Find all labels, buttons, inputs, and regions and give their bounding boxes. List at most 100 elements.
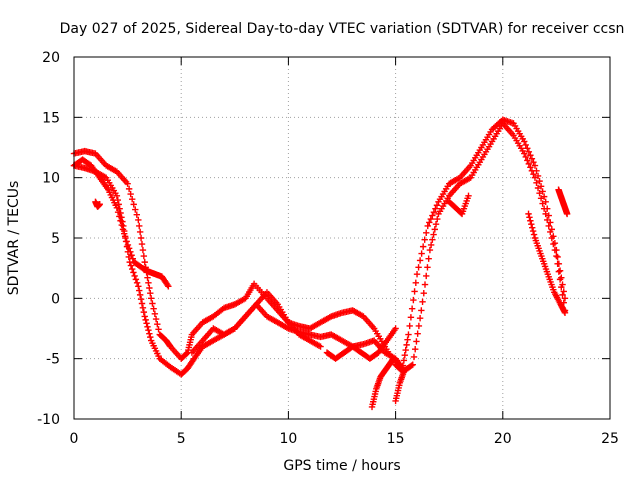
- data-point: [407, 314, 415, 321]
- data-point: [138, 300, 146, 307]
- data-point: [403, 341, 410, 349]
- data-point: [561, 309, 569, 317]
- data-point: [419, 243, 427, 250]
- data-point: [537, 195, 545, 202]
- data-point: [536, 189, 543, 197]
- y-tick-label-4: 10: [42, 171, 60, 187]
- data-point: [127, 248, 134, 255]
- data-point: [524, 145, 531, 152]
- tick-label-layer: 0 5 10 15 20 25 -10 -5 0 5 10 15 20: [37, 50, 619, 447]
- data-point: [560, 288, 567, 295]
- data-point: [527, 217, 534, 224]
- data-point: [125, 245, 133, 252]
- grid-layer: [74, 57, 610, 419]
- data-point: [421, 281, 429, 288]
- data-point: [141, 258, 148, 266]
- data-point: [137, 234, 145, 242]
- data-point: [528, 155, 536, 162]
- data-point: [521, 150, 528, 157]
- data-point: [404, 336, 411, 343]
- data-point: [420, 289, 427, 297]
- x-tick-label-3: 15: [387, 431, 405, 447]
- data-point: [127, 262, 135, 269]
- data-point: [429, 212, 436, 219]
- data-point: [424, 222, 431, 230]
- data-point: [145, 327, 152, 334]
- data-point: [430, 208, 438, 216]
- data-point: [128, 252, 135, 259]
- data-point: [130, 201, 137, 208]
- data-point: [147, 289, 154, 297]
- data-point: [142, 316, 149, 324]
- data-point: [415, 322, 423, 330]
- data-point: [165, 283, 172, 290]
- data-point: [133, 211, 140, 218]
- data-point: [412, 345, 419, 353]
- series-track-c: [70, 156, 172, 290]
- data-point: [128, 265, 136, 273]
- y-tick-label-5: 15: [42, 110, 60, 126]
- series-track-e: [323, 325, 399, 362]
- data-point: [527, 152, 534, 159]
- data-point: [551, 239, 559, 247]
- data-point: [426, 219, 433, 226]
- data-layer: [70, 116, 571, 411]
- data-point: [556, 276, 564, 283]
- data-point: [559, 291, 566, 299]
- data-point: [136, 228, 144, 236]
- data-point: [113, 192, 121, 199]
- data-point: [529, 224, 536, 231]
- data-point: [433, 202, 441, 209]
- data-point: [135, 216, 142, 224]
- data-point: [527, 164, 534, 171]
- data-point: [128, 196, 136, 203]
- y-tick-label-1: -5: [46, 352, 60, 368]
- data-point: [424, 264, 431, 271]
- data-point: [114, 208, 122, 216]
- data-point: [143, 320, 150, 327]
- data-point: [317, 343, 324, 350]
- data-point: [123, 238, 130, 245]
- data-point: [113, 204, 121, 212]
- y-tick-label-3: 5: [51, 231, 60, 247]
- data-point: [405, 331, 412, 338]
- data-point: [563, 210, 571, 218]
- data-point: [545, 222, 552, 230]
- data-point: [152, 315, 160, 323]
- data-point: [406, 322, 413, 330]
- data-point: [408, 362, 415, 369]
- data-point: [547, 228, 554, 236]
- data-point: [147, 333, 154, 341]
- y-tick-label-0: -10: [37, 412, 60, 428]
- data-point: [561, 295, 569, 302]
- data-point: [401, 352, 408, 359]
- data-point: [410, 296, 417, 304]
- data-point: [418, 250, 425, 257]
- data-point: [402, 346, 409, 354]
- data-point: [542, 210, 549, 218]
- data-point: [144, 274, 151, 281]
- data-point: [423, 272, 430, 280]
- data-point: [431, 226, 439, 233]
- data-point: [544, 216, 551, 224]
- data-point: [554, 253, 561, 261]
- series-track-d: [188, 289, 324, 356]
- y-tick-label-6: 20: [42, 50, 60, 66]
- series-track-b: [70, 120, 569, 378]
- data-point: [430, 231, 437, 238]
- data-point: [429, 236, 436, 243]
- data-point: [522, 153, 529, 161]
- series-track-g: [392, 367, 408, 405]
- data-point: [124, 180, 131, 187]
- series-track-i: [525, 210, 569, 317]
- data-point: [465, 192, 472, 199]
- x-tick-label-0: 0: [70, 431, 79, 447]
- data-point: [530, 171, 537, 178]
- data-point: [124, 241, 132, 249]
- data-point: [141, 313, 148, 320]
- data-point: [432, 205, 439, 212]
- x-tick-label-4: 20: [494, 431, 512, 447]
- data-point: [423, 229, 430, 237]
- data-point: [146, 284, 153, 292]
